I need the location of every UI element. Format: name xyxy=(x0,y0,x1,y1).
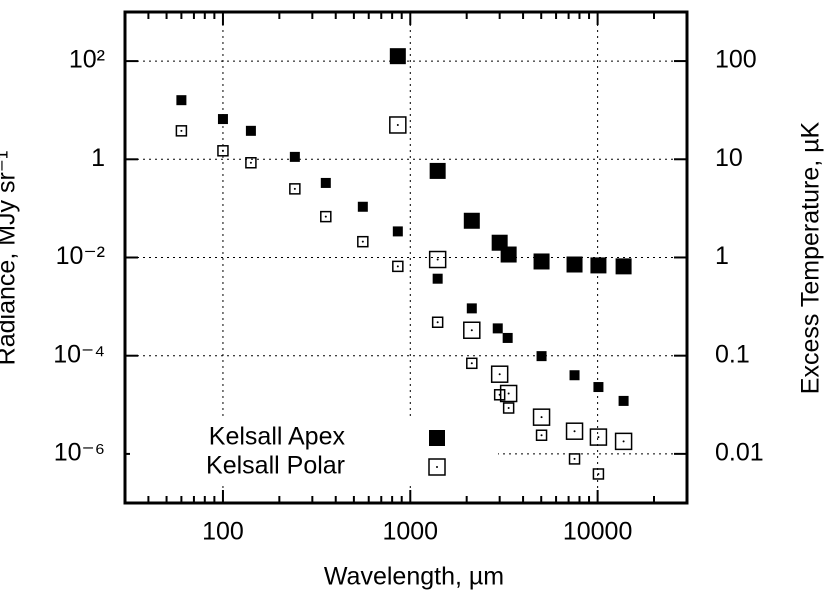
y-tick-label: 10² xyxy=(69,46,105,74)
point xyxy=(493,389,506,401)
marker-dot xyxy=(573,457,576,460)
point xyxy=(502,332,513,343)
point xyxy=(536,351,547,362)
point xyxy=(428,250,447,269)
point xyxy=(615,258,632,275)
point xyxy=(176,95,187,106)
marker-dot xyxy=(597,472,600,475)
point xyxy=(245,125,256,136)
marker-dot xyxy=(470,329,473,332)
marker-dot xyxy=(324,215,327,218)
point xyxy=(389,116,407,134)
y-tick-label: 10⁻⁴ xyxy=(53,340,105,368)
y2-tick-label: 10 xyxy=(715,144,743,172)
point xyxy=(357,235,369,248)
marker-dot xyxy=(573,430,576,433)
point xyxy=(490,365,509,383)
point xyxy=(566,256,583,273)
y2-tick-label: 0.01 xyxy=(715,438,764,466)
point xyxy=(217,114,228,125)
point xyxy=(357,201,368,212)
y-tick-label: 1 xyxy=(91,144,105,172)
point xyxy=(429,162,446,179)
point xyxy=(593,382,604,393)
marker-dot xyxy=(293,187,296,190)
y-axis-label: Radiance, MJy sr⁻¹ xyxy=(0,151,21,366)
point xyxy=(389,48,406,65)
marker-dot xyxy=(361,240,364,243)
marker-dot xyxy=(180,129,183,132)
point xyxy=(568,453,581,465)
x-axis-label: Wavelength, µm xyxy=(324,563,504,591)
legend-label: Kelsall Polar xyxy=(206,452,345,480)
y-tick-label: 10⁻⁶ xyxy=(54,439,105,467)
marker-dot xyxy=(498,373,501,376)
point xyxy=(245,157,257,169)
marker-dot xyxy=(470,362,473,365)
point xyxy=(589,428,608,446)
marker-dot xyxy=(540,434,543,437)
point xyxy=(289,183,301,195)
y2-tick-label: 1 xyxy=(715,242,729,270)
point xyxy=(466,303,477,314)
legend-label: Kelsall Apex xyxy=(209,423,346,451)
point xyxy=(392,226,403,237)
point xyxy=(463,321,481,339)
marker-dot xyxy=(436,321,439,324)
marker-dot xyxy=(396,123,399,126)
point xyxy=(502,402,515,414)
y-tick-label: 10⁻² xyxy=(56,242,105,270)
point xyxy=(565,422,584,440)
legend-marker xyxy=(428,458,446,476)
marker-dot xyxy=(622,440,625,443)
point xyxy=(590,257,607,274)
x-tick-label: 1000 xyxy=(382,518,438,546)
point xyxy=(466,357,478,370)
point xyxy=(392,260,404,273)
point xyxy=(499,384,518,403)
point xyxy=(533,253,550,270)
marker-dot xyxy=(436,466,438,468)
marker-dot xyxy=(436,258,439,261)
marker-dot xyxy=(507,392,510,395)
y2-tick-label: 100 xyxy=(715,46,757,74)
point xyxy=(432,273,443,284)
point xyxy=(217,145,229,157)
point xyxy=(535,429,548,441)
marker-dot xyxy=(498,393,501,396)
y2-axis-label: Excess Temperature, µK xyxy=(797,121,825,394)
point xyxy=(320,210,332,223)
point xyxy=(289,151,300,162)
point xyxy=(431,316,444,329)
marker-dot xyxy=(221,149,224,152)
x-tick-label: 100 xyxy=(202,518,244,546)
legend-marker xyxy=(429,430,445,446)
point xyxy=(175,125,188,137)
marker-dot xyxy=(396,265,399,268)
x-tick-label: 10000 xyxy=(563,518,633,546)
marker-dot xyxy=(249,161,252,164)
marker-dot xyxy=(597,436,600,439)
point xyxy=(592,468,605,480)
plot-frame xyxy=(123,10,689,505)
point xyxy=(320,177,331,188)
marker-dot xyxy=(540,416,543,419)
point xyxy=(492,323,503,334)
point xyxy=(569,370,580,381)
point xyxy=(500,246,517,263)
point xyxy=(618,395,629,406)
point xyxy=(614,432,633,451)
point xyxy=(532,408,551,426)
marker-dot xyxy=(507,407,510,410)
point xyxy=(463,212,480,229)
y2-tick-label: 0.1 xyxy=(715,340,750,368)
